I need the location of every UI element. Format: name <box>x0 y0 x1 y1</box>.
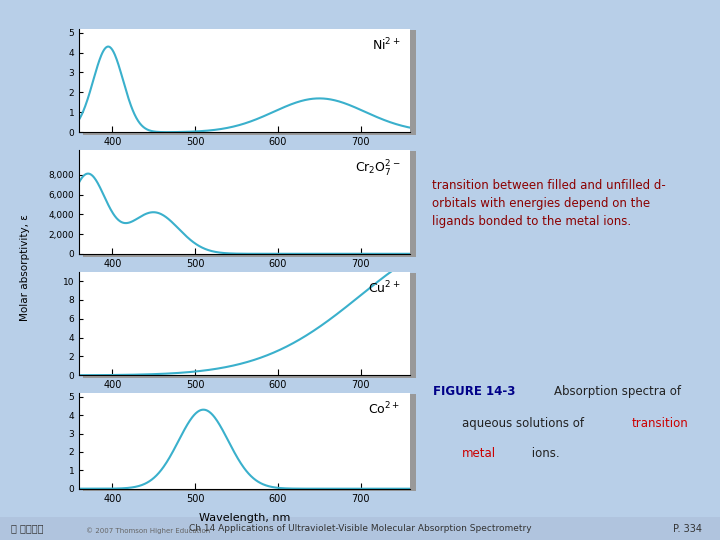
Text: Ch 14 Applications of Ultraviolet-Visible Molecular Absorption Spectrometry: Ch 14 Applications of Ultraviolet-Visibl… <box>189 524 531 533</box>
Text: FIGURE 14-3: FIGURE 14-3 <box>433 386 515 399</box>
Text: Co$^{2+}$: Co$^{2+}$ <box>369 401 400 417</box>
Text: Wavelength, nm: Wavelength, nm <box>199 513 290 523</box>
Text: ⓘ 歐亞書局: ⓘ 歐亞書局 <box>11 524 43 534</box>
Text: aqueous solutions of: aqueous solutions of <box>462 417 588 430</box>
Text: Ni$^{2+}$: Ni$^{2+}$ <box>372 37 400 53</box>
Text: P. 334: P. 334 <box>673 524 702 534</box>
Text: metal: metal <box>462 447 495 460</box>
Text: transition between filled and unfilled d-
orbitals with energies depend on the
l: transition between filled and unfilled d… <box>433 179 666 228</box>
Text: Cr$_2$O$_7^{2-}$: Cr$_2$O$_7^{2-}$ <box>355 158 400 179</box>
Text: Absorption spectra of: Absorption spectra of <box>554 386 680 399</box>
Text: Cu$^{2+}$: Cu$^{2+}$ <box>368 280 400 296</box>
Text: transition: transition <box>631 417 688 430</box>
Text: Molar absorptivity, ε: Molar absorptivity, ε <box>20 214 30 321</box>
Text: ions.: ions. <box>528 447 559 460</box>
Text: © 2007 Thomson Higher Education: © 2007 Thomson Higher Education <box>86 528 211 534</box>
